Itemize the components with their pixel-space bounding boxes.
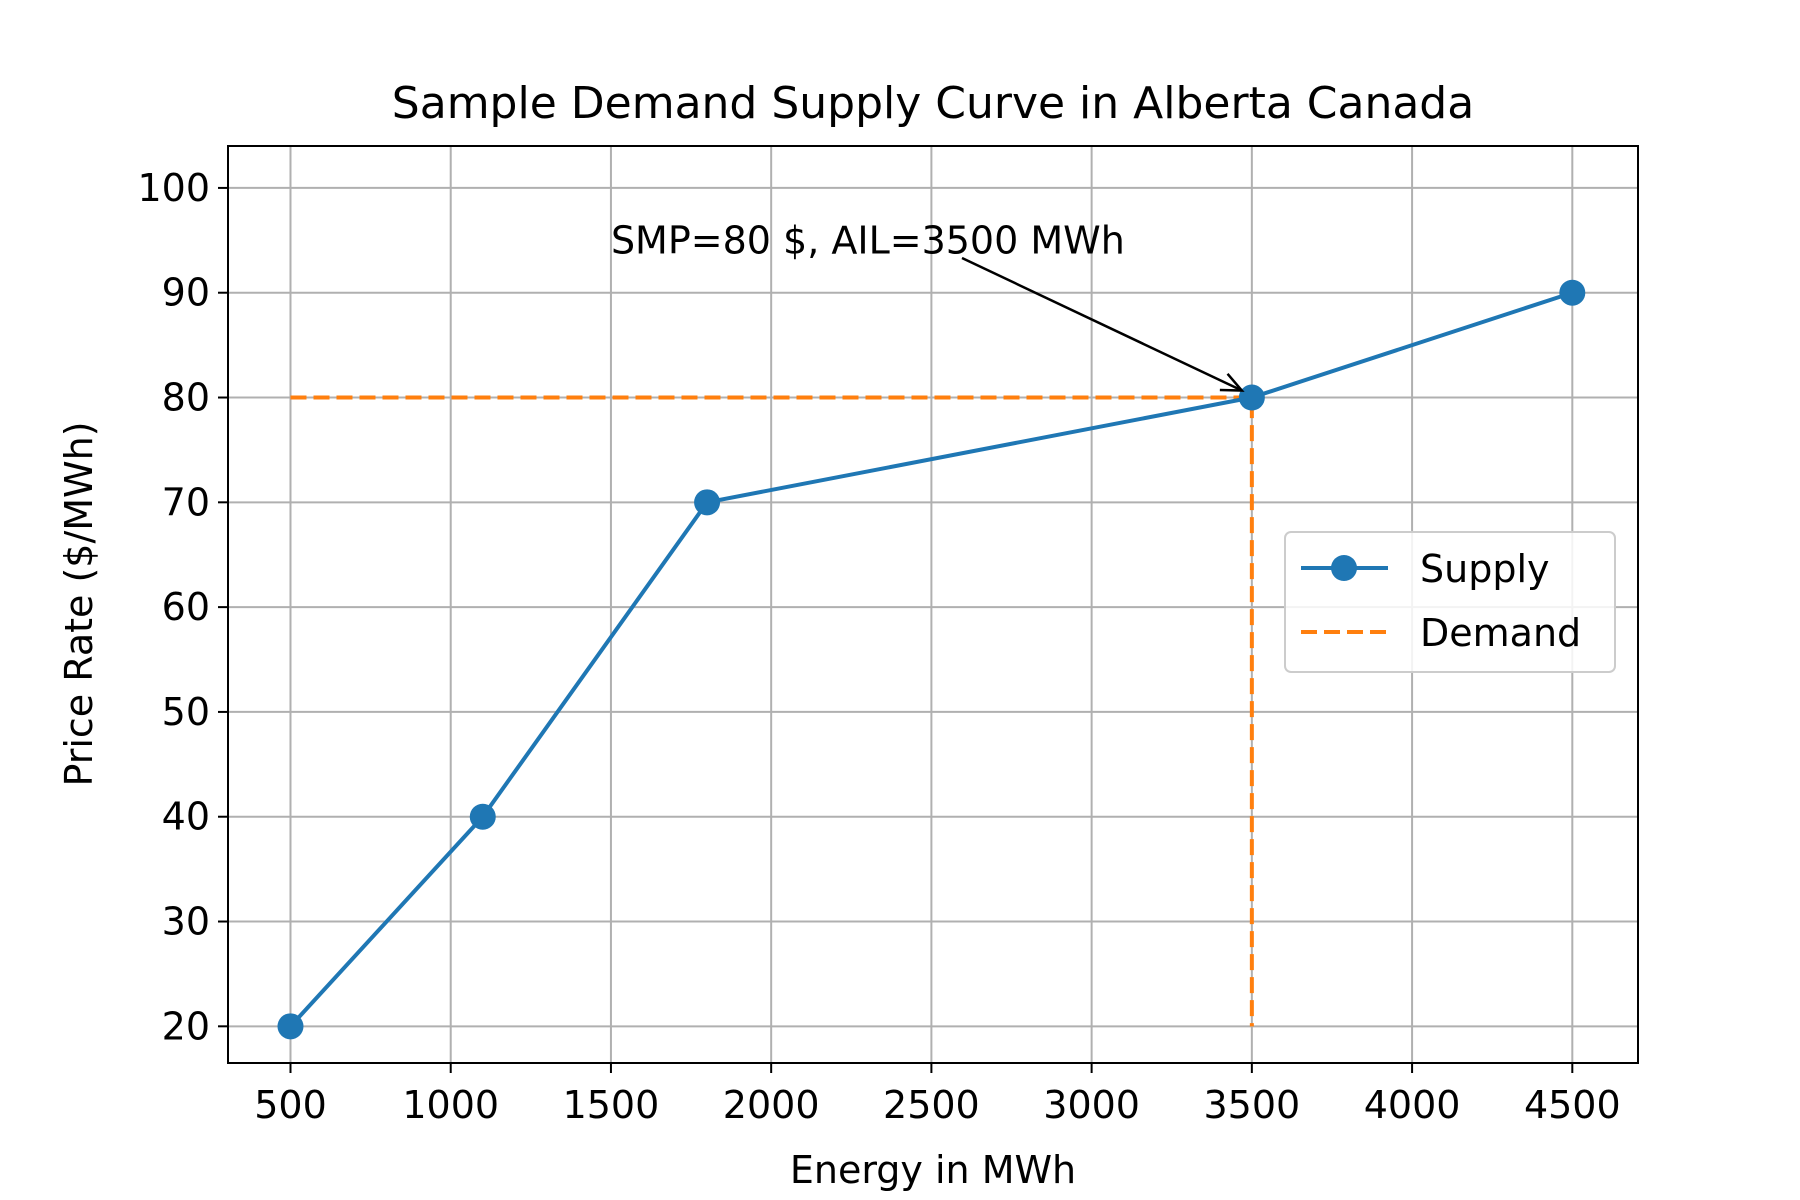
x-tick-label: 1000	[402, 1083, 499, 1127]
x-tick-label: 3000	[1043, 1083, 1140, 1127]
y-axis-label: Price Rate ($/MWh)	[57, 421, 101, 786]
y-tick-label: 40	[162, 795, 210, 839]
x-tick-label: 4000	[1364, 1083, 1461, 1127]
y-tick-label: 90	[162, 271, 210, 315]
y-axis-ticks: 20 30 40 50 60 70 80 90 100	[137, 166, 228, 1048]
annotation: SMP=80 $, AIL=3500 MWh	[611, 218, 1245, 392]
y-tick-label: 20	[162, 1004, 210, 1048]
x-tick-label: 2500	[883, 1083, 980, 1127]
y-tick-label: 70	[162, 480, 210, 524]
y-tick-label: 60	[162, 585, 210, 629]
supply-point	[1238, 384, 1265, 411]
x-tick-label: 2000	[723, 1083, 820, 1127]
legend-demand-label: Demand	[1420, 611, 1581, 655]
supply-point	[694, 489, 721, 516]
y-tick-label: 50	[162, 690, 210, 734]
chart-title: Sample Demand Supply Curve in Alberta Ca…	[392, 78, 1474, 129]
y-tick-label: 30	[162, 900, 210, 944]
y-tick-label: 80	[162, 376, 210, 420]
x-tick-label: 3500	[1203, 1083, 1300, 1127]
supply-point	[1559, 279, 1586, 306]
demand-line	[290, 395, 1254, 1027]
legend: Supply Demand	[1284, 531, 1616, 673]
x-axis-ticks: 500 1000 1500 2000 2500 3000 3500 4000 4500	[254, 1063, 1621, 1127]
series-layer	[277, 279, 1586, 1040]
annotation-arrow	[961, 256, 1243, 392]
x-tick-label: 4500	[1524, 1083, 1621, 1127]
x-tick-label: 500	[254, 1083, 327, 1127]
x-tick-label: 1500	[563, 1083, 660, 1127]
supply-point	[277, 1013, 304, 1040]
legend-supply-label: Supply	[1420, 547, 1550, 591]
annotation-arrow-head	[1219, 373, 1245, 392]
x-axis-label: Energy in MWh	[790, 1148, 1076, 1192]
plot-frame	[227, 145, 1639, 1064]
annotation-text: SMP=80 $, AIL=3500 MWh	[611, 218, 1125, 262]
supply-point	[469, 803, 496, 830]
legend-supply-marker	[1331, 555, 1357, 581]
y-tick-label: 100	[137, 166, 210, 210]
